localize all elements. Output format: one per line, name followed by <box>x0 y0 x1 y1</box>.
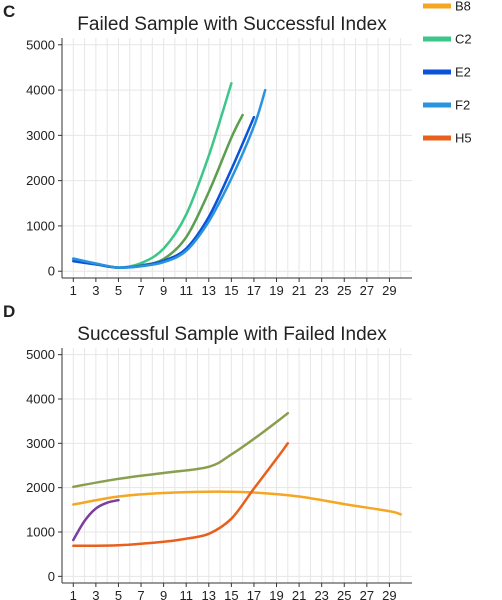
x-tick-label-c: 19 <box>269 283 283 298</box>
x-tick-label-d: 1 <box>70 588 77 600</box>
x-tick-label-c: 27 <box>360 283 374 298</box>
series-line-d-h5 <box>72 442 290 548</box>
legend-label-b8: B8 <box>455 0 471 14</box>
x-tick-label-d: 13 <box>202 588 216 600</box>
series-line-c-f2 <box>72 88 267 269</box>
x-tick-label-d: 11 <box>179 588 193 600</box>
panel-c: C Failed Sample with Successful Index 01… <box>3 2 412 298</box>
grid-d <box>62 348 412 583</box>
legend-label-c2: C2 <box>455 32 472 47</box>
y-tick-label-c: 2000 <box>26 173 55 188</box>
legend-label-h5: H5 <box>455 131 472 146</box>
legend-swatch-h5 <box>423 135 451 141</box>
x-tick-label-c: 13 <box>202 283 216 298</box>
x-tick-label-c: 29 <box>382 283 396 298</box>
y-tick-label-d: 2000 <box>26 480 55 495</box>
y-tick-label-d: 0 <box>48 569 55 584</box>
panel-letter-c: C <box>3 2 15 21</box>
x-tick-label-d: 29 <box>382 588 396 600</box>
x-tick-label-d: 9 <box>160 588 167 600</box>
x-tick-label-c: 1 <box>70 283 77 298</box>
x-tick-label-d: 23 <box>314 588 328 600</box>
x-tick-label-d: 15 <box>224 588 238 600</box>
legend-label-f2: F2 <box>455 98 470 113</box>
x-tick-label-d: 17 <box>247 588 261 600</box>
legend-swatch-e2 <box>423 69 451 75</box>
legend-swatch-f2 <box>423 102 451 108</box>
x-tick-label-c: 25 <box>337 283 351 298</box>
y-tick-label-c: 5000 <box>26 37 55 52</box>
x-tick-label-d: 21 <box>292 588 306 600</box>
legend: B8 C2 E2 F2 H5 <box>423 0 472 146</box>
legend-label-e2: E2 <box>455 65 471 80</box>
plot-area-d <box>72 411 402 548</box>
x-tick-label-c: 15 <box>224 283 238 298</box>
chart-title-d: Successful Sample with Failed Index <box>77 324 387 345</box>
y-tick-label-c: 4000 <box>26 83 55 98</box>
panel-d: D Successful Sample with Failed Index 0 1… <box>3 302 412 600</box>
series-line-d-series-2 <box>72 411 290 489</box>
y-tick-label-d: 5000 <box>26 347 55 362</box>
y-tick-label-d: 3000 <box>26 436 55 451</box>
series-line-c-series-2 <box>72 113 244 269</box>
series-line-d-b8 <box>72 490 402 516</box>
x-tick-label-d: 7 <box>137 588 144 600</box>
y-tick-label-d: 4000 <box>26 391 55 406</box>
y-tick-label-c: 0 <box>48 264 55 279</box>
x-tick-label-d: 3 <box>92 588 99 600</box>
x-tick-label-c: 3 <box>92 283 99 298</box>
x-tick-label-c: 17 <box>247 283 261 298</box>
x-tick-label-c: 9 <box>160 283 167 298</box>
x-tick-label-d: 25 <box>337 588 351 600</box>
legend-swatch-c2 <box>423 36 451 42</box>
y-tick-label-c: 3000 <box>26 128 55 143</box>
series-line-d-series-4 <box>72 498 120 542</box>
chart-title-c: Failed Sample with Successful Index <box>77 14 387 35</box>
legend-swatch-b8 <box>423 3 451 9</box>
y-tick-label-d: 1000 <box>26 525 55 540</box>
x-tick-label-c: 7 <box>137 283 144 298</box>
y-tick-label-c: 1000 <box>26 218 55 233</box>
x-tick-label-c: 5 <box>115 283 122 298</box>
x-tick-label-d: 5 <box>115 588 122 600</box>
x-tick-label-c: 11 <box>179 283 193 298</box>
panel-letter-d: D <box>3 302 15 321</box>
x-tick-label-d: 27 <box>360 588 374 600</box>
plot-area-c <box>72 82 267 269</box>
x-tick-label-c: 23 <box>314 283 328 298</box>
x-tick-label-c: 21 <box>292 283 306 298</box>
x-tick-label-d: 19 <box>269 588 283 600</box>
